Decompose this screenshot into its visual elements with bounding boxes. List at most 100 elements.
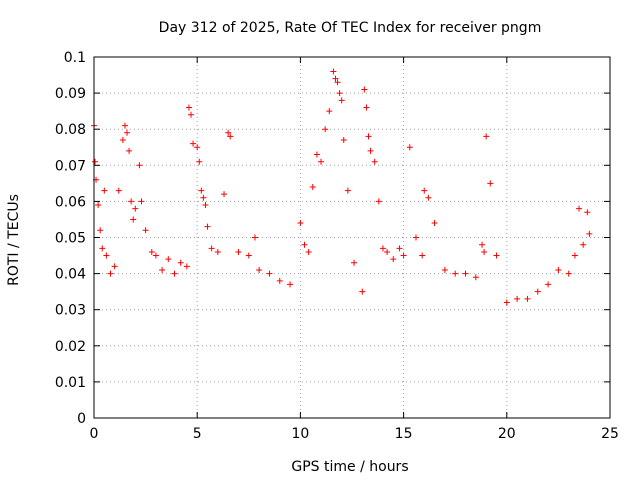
x-tick-label: 0 <box>90 426 99 442</box>
data-point <box>200 194 207 201</box>
data-point <box>555 266 562 273</box>
data-point <box>196 158 203 165</box>
y-tick-label: 0.09 <box>55 86 86 102</box>
data-point <box>332 75 339 82</box>
data-point <box>584 209 591 216</box>
data-point <box>287 281 294 288</box>
data-point <box>338 97 345 104</box>
data-point <box>351 259 358 266</box>
y-tick-label: 0.1 <box>64 50 86 66</box>
data-point <box>276 277 283 284</box>
y-tick-label: 0.02 <box>55 339 86 355</box>
y-tick-label: 0.03 <box>55 303 86 319</box>
data-point <box>390 256 397 263</box>
data-point <box>101 187 108 194</box>
data-point <box>115 187 122 194</box>
data-point <box>165 256 172 263</box>
data-point <box>148 248 155 255</box>
data-point <box>371 158 378 165</box>
data-point <box>99 245 106 252</box>
data-point <box>227 133 234 140</box>
data-point <box>301 241 308 248</box>
data-point <box>441 266 448 273</box>
data-point <box>183 263 190 270</box>
data-point <box>481 248 488 255</box>
data-point <box>419 252 426 259</box>
data-point <box>396 245 403 252</box>
data-point <box>479 241 486 248</box>
data-point <box>185 104 192 111</box>
x-tick-label: 10 <box>291 426 309 442</box>
data-point <box>190 140 197 147</box>
data-point <box>452 270 459 277</box>
data-point <box>305 248 312 255</box>
data-point <box>586 230 593 237</box>
data-point <box>493 252 500 259</box>
data-point <box>136 162 143 169</box>
y-tick-label: 0.04 <box>55 267 86 283</box>
data-point <box>330 68 337 75</box>
x-tick-label: 20 <box>498 426 516 442</box>
data-point <box>132 205 139 212</box>
data-point <box>524 295 531 302</box>
data-point <box>95 202 102 209</box>
data-point <box>204 223 211 230</box>
x-tick-label: 5 <box>193 426 202 442</box>
data-point <box>208 245 215 252</box>
chart-title: Day 312 of 2025, Rate Of TEC Index for r… <box>159 20 542 36</box>
data-point <box>194 144 201 151</box>
data-point <box>152 252 159 259</box>
data-point <box>359 288 366 295</box>
data-point <box>421 187 428 194</box>
data-point <box>256 266 263 273</box>
grid-lines <box>94 57 610 418</box>
data-point <box>225 129 232 136</box>
data-point <box>126 147 133 154</box>
data-point <box>107 270 114 277</box>
data-point <box>580 241 587 248</box>
data-point <box>245 252 252 259</box>
data-points <box>91 68 593 306</box>
data-point <box>545 281 552 288</box>
plot-frame <box>93 56 611 419</box>
data-point <box>487 180 494 187</box>
data-point <box>534 288 541 295</box>
data-point <box>103 252 110 259</box>
data-point <box>340 137 347 144</box>
data-point <box>111 263 118 270</box>
data-point <box>128 198 135 205</box>
data-point <box>130 216 137 223</box>
data-point <box>119 137 126 144</box>
data-point <box>425 194 432 201</box>
y-tick-label: 0.05 <box>55 231 86 247</box>
data-point <box>202 202 209 209</box>
data-point <box>384 248 391 255</box>
data-point <box>483 133 490 140</box>
data-point <box>361 86 368 93</box>
data-point <box>571 252 578 259</box>
data-point <box>406 144 413 151</box>
data-point <box>565 270 572 277</box>
data-point <box>142 227 149 234</box>
x-tick-label: 25 <box>601 426 619 442</box>
y-axis-label: ROTI / TECUs <box>6 194 22 286</box>
data-point <box>177 259 184 266</box>
y-tick-label: 0.06 <box>55 194 86 210</box>
data-point <box>336 90 343 97</box>
data-point <box>334 79 341 86</box>
data-point <box>322 126 329 133</box>
data-point <box>318 158 325 165</box>
data-point <box>266 270 273 277</box>
data-point <box>97 227 104 234</box>
data-point <box>221 191 228 198</box>
data-point <box>124 129 131 136</box>
data-point <box>400 252 407 259</box>
data-point <box>171 270 178 277</box>
data-point <box>412 234 419 241</box>
data-point <box>214 248 221 255</box>
data-point <box>375 198 382 205</box>
data-point <box>365 133 372 140</box>
x-tick-label: 15 <box>395 426 413 442</box>
y-tick-label: 0 <box>77 411 86 427</box>
